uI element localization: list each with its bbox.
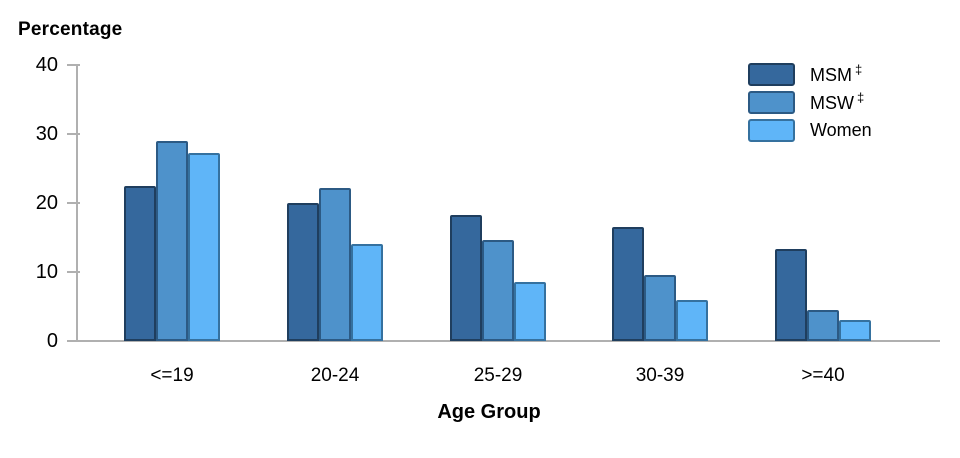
y-tick-label: 30 bbox=[35, 123, 58, 145]
bar-women-25-29 bbox=[514, 282, 546, 341]
x-tick-label: >=40 bbox=[801, 365, 845, 386]
bar-group-30-39 bbox=[612, 65, 708, 341]
y-tick-mark bbox=[67, 133, 80, 135]
bar-women-30-39 bbox=[676, 300, 708, 341]
y-tick-mark bbox=[67, 271, 80, 273]
legend-label-women: Women bbox=[810, 119, 872, 140]
bar-group->=40 bbox=[775, 65, 871, 341]
bar-msm-30-39 bbox=[612, 227, 644, 341]
x-tick-label: 30-39 bbox=[635, 365, 685, 386]
bar-group-<=19 bbox=[124, 65, 220, 341]
bar-women-<=19 bbox=[188, 153, 220, 341]
y-tick-label: 0 bbox=[46, 330, 58, 352]
bar-msm-20-24 bbox=[287, 203, 319, 341]
bar-msw-25-29 bbox=[482, 240, 514, 341]
y-axis-title: Percentage bbox=[18, 19, 123, 40]
x-tick-label: 25-29 bbox=[473, 365, 523, 386]
y-tick-label: 40 bbox=[35, 54, 58, 76]
bar-msm-<=19 bbox=[124, 186, 156, 341]
y-tick-mark bbox=[67, 202, 80, 204]
double-dagger-symbol: ‡ bbox=[857, 90, 865, 105]
legend-swatch-msm bbox=[748, 62, 795, 86]
bar-women-20-24 bbox=[351, 244, 383, 341]
legend-item-women: Women bbox=[748, 118, 872, 142]
x-axis-title: Age Group bbox=[437, 401, 541, 423]
x-tick-label: <=19 bbox=[150, 365, 194, 386]
bar-msm->=40 bbox=[775, 249, 807, 341]
bar-group-25-29 bbox=[450, 65, 546, 341]
legend-swatch-women bbox=[748, 118, 795, 142]
y-tick-label: 10 bbox=[35, 261, 58, 283]
legend-label-msm: MSM ‡ bbox=[810, 62, 863, 85]
bar-women->=40 bbox=[839, 320, 871, 341]
y-tick-label: 20 bbox=[35, 192, 58, 214]
legend: MSM ‡ MSW ‡ Women bbox=[748, 62, 872, 146]
legend-label-msw: MSW ‡ bbox=[810, 90, 865, 113]
bar-msw-30-39 bbox=[644, 275, 676, 341]
legend-item-msw: MSW ‡ bbox=[748, 90, 872, 114]
bar-group-20-24 bbox=[287, 65, 383, 341]
y-tick-mark bbox=[67, 64, 80, 66]
y-tick-mark bbox=[67, 340, 80, 342]
y-axis-line bbox=[76, 65, 78, 341]
bar-msw-20-24 bbox=[319, 188, 351, 341]
bar-msw-<=19 bbox=[156, 141, 188, 341]
legend-swatch-msw bbox=[748, 90, 795, 114]
bar-msw->=40 bbox=[807, 310, 839, 341]
x-axis-line bbox=[76, 340, 940, 342]
legend-item-msm: MSM ‡ bbox=[748, 62, 872, 86]
double-dagger-symbol: ‡ bbox=[855, 62, 863, 77]
bar-msm-25-29 bbox=[450, 215, 482, 341]
x-tick-label: 20-24 bbox=[310, 365, 360, 386]
